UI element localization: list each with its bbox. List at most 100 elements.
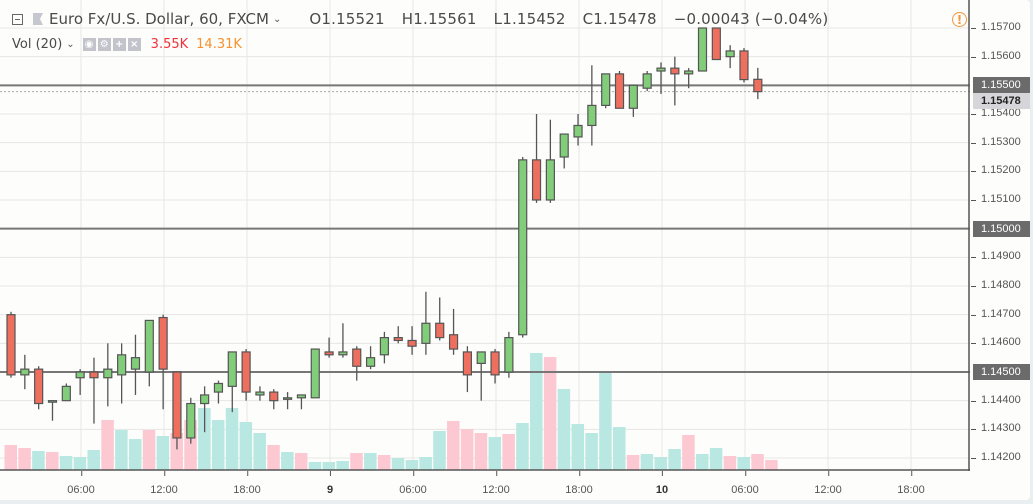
time-tick: 06:00	[731, 471, 759, 496]
volume-bar	[267, 445, 280, 470]
candle	[739, 50, 749, 81]
candle	[670, 67, 680, 75]
volume-bar	[225, 408, 239, 470]
candle	[158, 316, 168, 370]
candle	[697, 27, 708, 72]
close-icon[interactable]: ×	[127, 38, 141, 51]
candle	[462, 351, 472, 376]
volume-bar	[115, 430, 128, 470]
volume-bar	[142, 430, 156, 470]
candle	[103, 368, 113, 379]
volume-bar	[737, 457, 750, 470]
open-value: O1.15521	[309, 10, 385, 28]
volume-bar	[170, 433, 183, 470]
candle	[338, 351, 348, 356]
chevron-down-icon[interactable]: ⌄	[272, 13, 282, 25]
eye-icon[interactable]: ◉	[82, 38, 96, 51]
volume-bar	[239, 422, 253, 470]
candle	[448, 334, 459, 350]
flag-icon[interactable]	[33, 13, 43, 25]
symbol-title[interactable]: Euro Fx/U.S. Dollar, 60, FXCM	[49, 10, 269, 28]
time-tick: 12:00	[814, 471, 842, 496]
candle	[435, 322, 445, 339]
candle	[518, 159, 528, 336]
candle	[227, 351, 237, 387]
candle	[89, 371, 99, 379]
volume-ma-value: 14.31K	[196, 37, 242, 52]
candle	[421, 322, 431, 344]
volume-bar	[405, 460, 419, 470]
volume-bar	[45, 452, 59, 470]
candle	[20, 368, 30, 376]
candle	[365, 357, 376, 367]
volume-bar	[626, 455, 640, 470]
volume-bar	[613, 427, 626, 470]
volume-label[interactable]: Vol (20)	[12, 37, 63, 52]
collapse-icon[interactable]	[12, 13, 23, 25]
volume-bar	[128, 439, 142, 470]
candle	[559, 133, 569, 158]
plus-icon[interactable]: +	[112, 38, 126, 51]
volume-bar	[640, 454, 654, 470]
candle	[47, 400, 58, 403]
price-line-tag: 1.15500	[973, 77, 1030, 94]
volume-bar	[543, 357, 557, 470]
volume-bar	[516, 423, 529, 470]
candle	[753, 78, 763, 93]
chart-plot-area[interactable]: Euro Fx/U.S. Dollar, 60, FXCM ⌄ O1.15521…	[0, 0, 970, 471]
volume-bar	[765, 460, 778, 470]
candle	[476, 351, 486, 365]
candle	[393, 337, 403, 342]
candle	[144, 319, 154, 373]
volume-bar	[751, 454, 764, 470]
volume-bar	[557, 389, 571, 470]
volume-bar	[447, 421, 460, 470]
candle	[407, 339, 417, 347]
volume-bar	[18, 448, 31, 470]
volume-bar	[156, 436, 170, 470]
volume-bar	[336, 461, 349, 470]
candle	[601, 73, 611, 107]
volume-bar	[198, 408, 211, 470]
time-tick: 18:00	[897, 471, 925, 496]
volume-legend: Vol (20) ⌄ ◉ ⚙ + × 3.55K 14.31K	[12, 37, 242, 52]
volume-bar	[433, 431, 446, 470]
time-tick: 18:00	[565, 471, 593, 496]
last-price-tag: 1.15478	[973, 93, 1030, 110]
volume-bar	[723, 456, 737, 470]
candle	[352, 348, 362, 367]
candle	[172, 371, 182, 439]
candle	[34, 368, 44, 405]
volume-bar	[294, 453, 308, 470]
candle	[656, 67, 666, 72]
volume-bar	[474, 433, 488, 470]
candle	[61, 385, 71, 402]
gear-icon[interactable]: ⚙	[97, 38, 111, 51]
candle	[283, 397, 293, 400]
change-value: −0.00043 (−0.04%)	[673, 10, 829, 28]
volume-bar	[682, 435, 695, 470]
candlestick-chart	[0, 0, 970, 471]
chevron-down-icon[interactable]: ⌄	[66, 39, 75, 50]
time-tick: 18:00	[233, 471, 261, 496]
volume-bar	[530, 353, 543, 470]
time-tick: 06:00	[399, 471, 427, 496]
volume-value: 3.55K	[150, 37, 189, 52]
candle	[200, 394, 210, 405]
candle	[324, 351, 334, 356]
candle	[573, 124, 583, 138]
candle	[531, 159, 542, 201]
price-line-tag: 1.14500	[973, 364, 1030, 380]
time-axis[interactable]: 06:00 12:00 18:00 9 06:00 12:00 18:00 10 06:00 12…	[0, 471, 970, 500]
candle	[711, 27, 721, 61]
exclamation-circle-icon[interactable]: !	[952, 12, 967, 27]
volume-bar	[585, 433, 598, 470]
volume-bar	[350, 453, 363, 470]
volume-bar	[73, 457, 87, 470]
volume-bar	[654, 457, 668, 470]
candle	[296, 394, 307, 399]
price-axis[interactable]: 1.15700 1.15600 1.15400 1.15300 1.15200 1.151…	[971, 0, 1030, 471]
time-tick: 9	[326, 471, 334, 496]
candle	[628, 84, 638, 109]
